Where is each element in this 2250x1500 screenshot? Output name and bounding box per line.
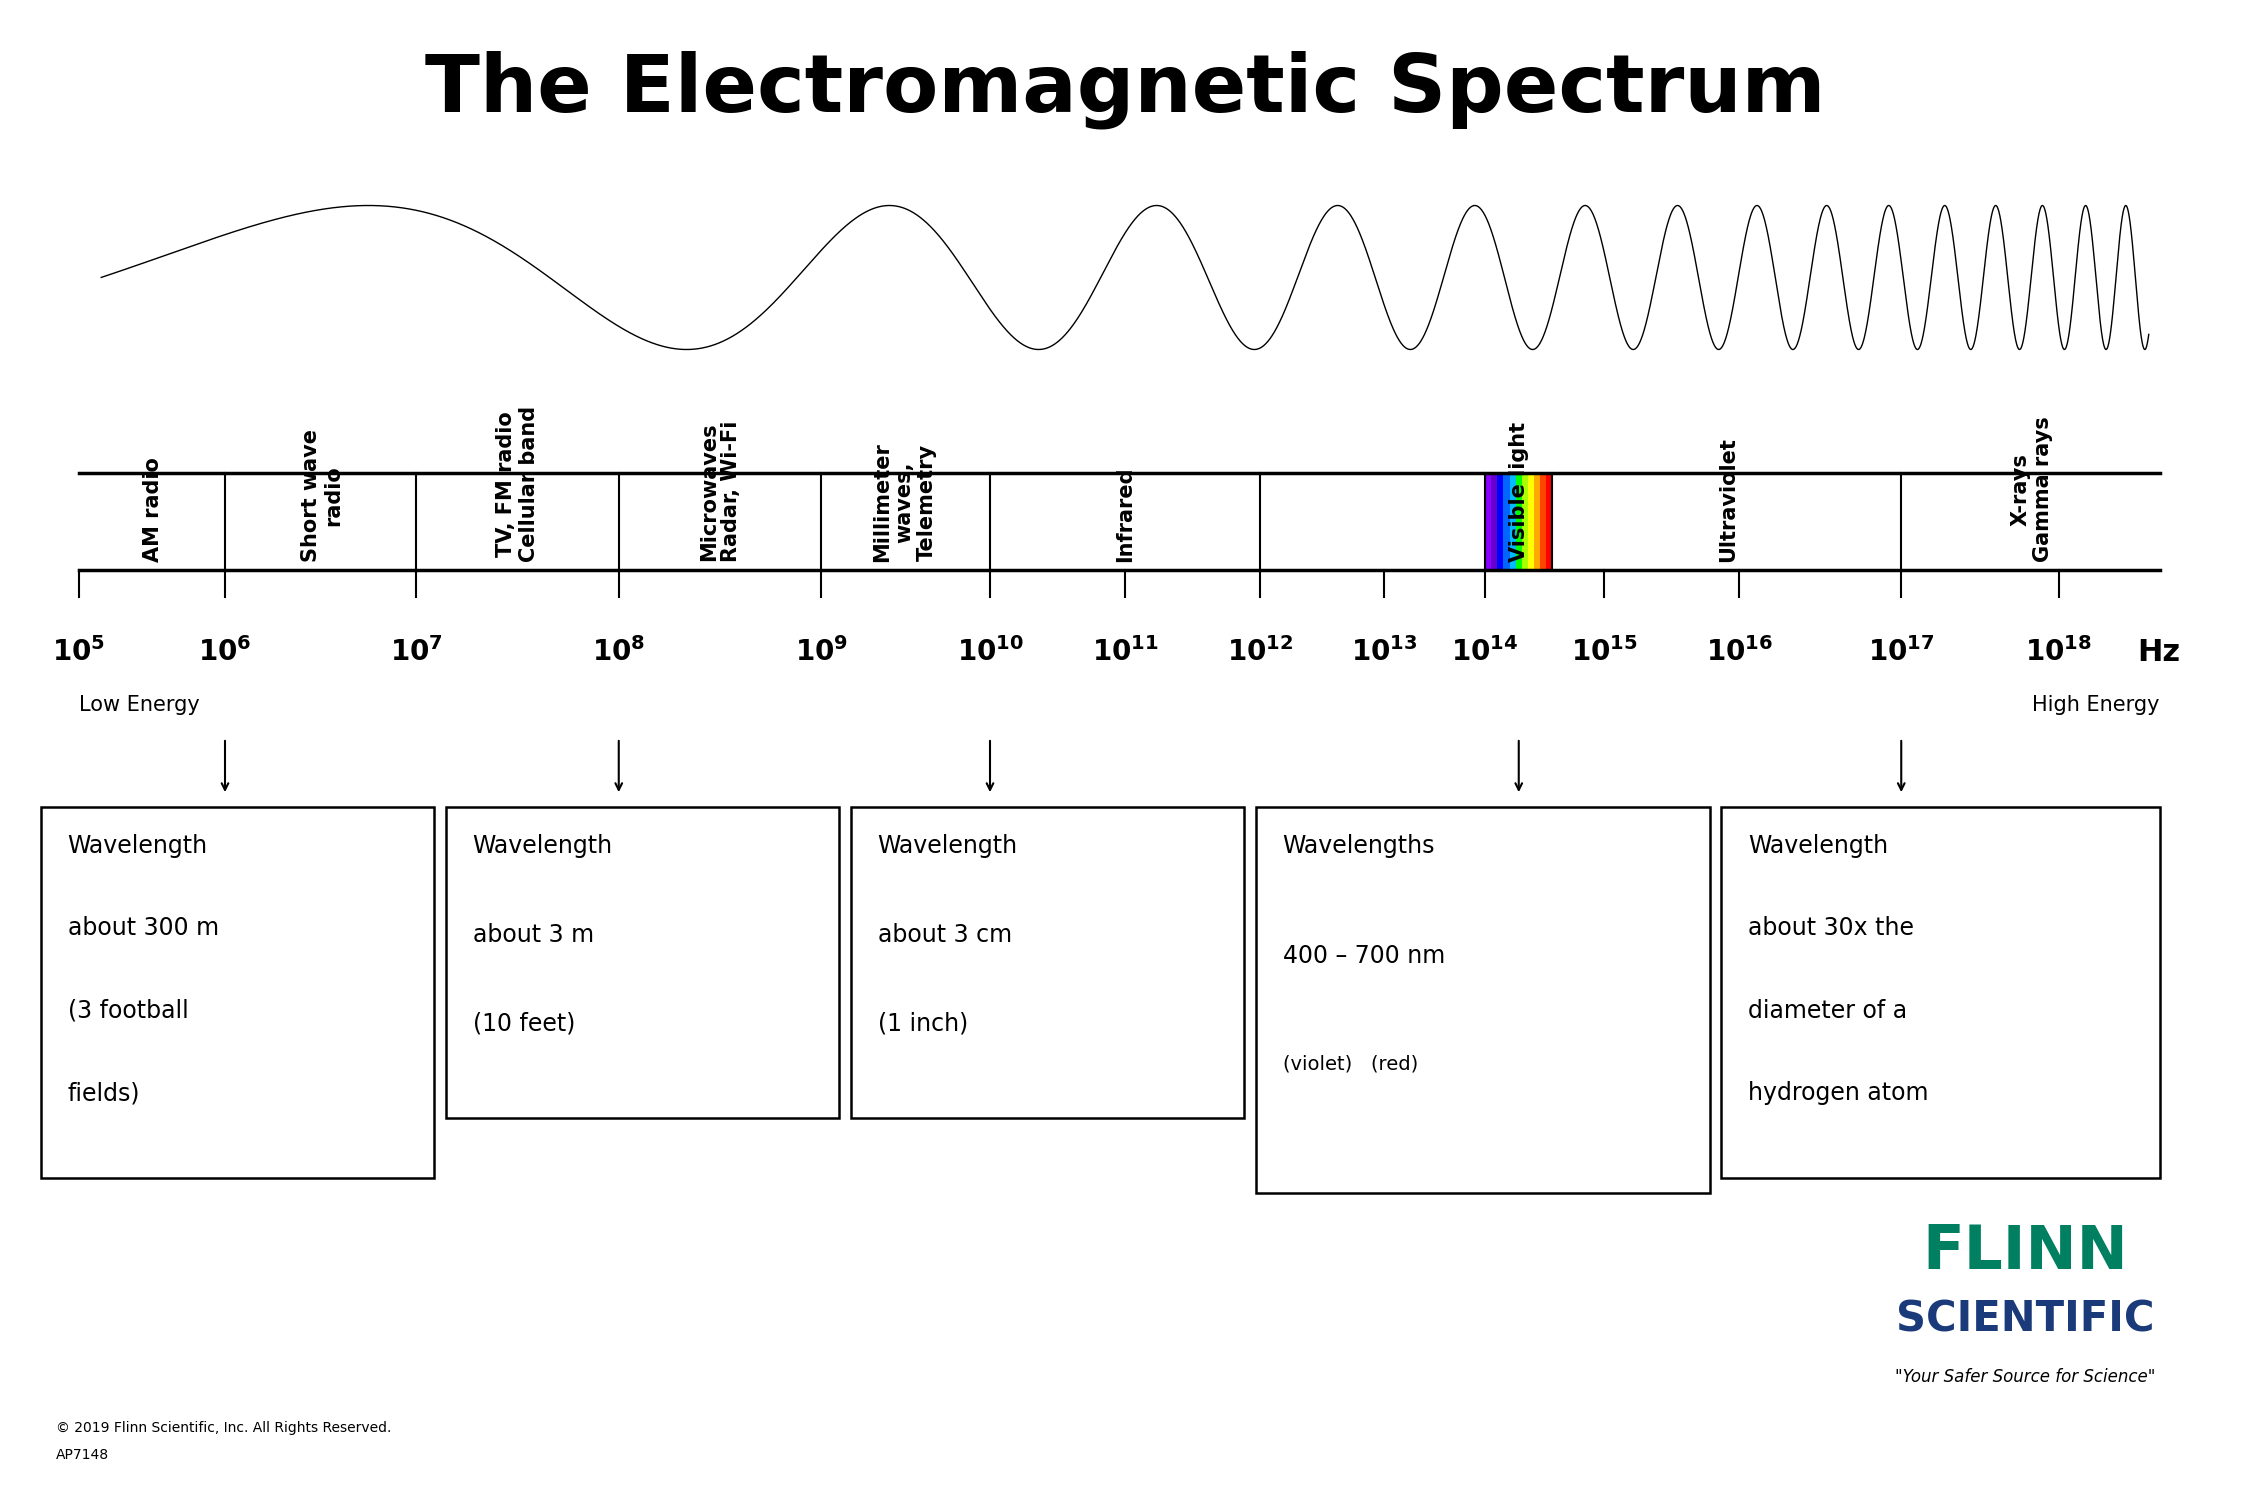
Text: Wavelength: Wavelength [878, 834, 1017, 858]
Text: $\mathbf{10^{18}}$: $\mathbf{10^{18}}$ [2025, 638, 2092, 668]
Text: "Your Safer Source for Science": "Your Safer Source for Science" [1894, 1368, 2156, 1386]
Text: (3 football: (3 football [68, 999, 189, 1023]
Text: $\mathbf{10^{11}}$: $\mathbf{10^{11}}$ [1091, 638, 1159, 668]
Text: Short wave
radio: Short wave radio [302, 429, 342, 562]
Bar [1492, 472, 1496, 570]
Text: $\mathbf{10^{8}}$: $\mathbf{10^{8}}$ [592, 638, 646, 668]
Bar [1721, 807, 2160, 1178]
Text: Visible light: Visible light [1510, 423, 1528, 562]
Text: about 300 m: about 300 m [68, 916, 218, 940]
Text: Wavelength: Wavelength [68, 834, 207, 858]
Text: diameter of a: diameter of a [1748, 999, 1908, 1023]
Text: $\mathbf{10^{12}}$: $\mathbf{10^{12}}$ [1226, 638, 1294, 668]
Text: TV, FM radio
Cellular band: TV, FM radio Cellular band [497, 406, 538, 562]
Text: about 3 cm: about 3 cm [878, 922, 1012, 946]
Bar [1541, 472, 1546, 570]
Text: The Electromagnetic Spectrum: The Electromagnetic Spectrum [425, 51, 1825, 129]
Text: High Energy: High Energy [2032, 694, 2160, 715]
Bar [1510, 472, 1516, 570]
Text: Wavelength: Wavelength [472, 834, 612, 858]
Text: 400 – 700 nm: 400 – 700 nm [1282, 944, 1445, 968]
Text: Low Energy: Low Energy [79, 694, 200, 715]
Text: (10 feet): (10 feet) [472, 1011, 576, 1035]
Bar [40, 807, 434, 1178]
Text: $\mathbf{10^{10}}$: $\mathbf{10^{10}}$ [956, 638, 1024, 668]
Text: FLINN: FLINN [1922, 1222, 2128, 1282]
Text: Microwaves
Radar, Wi-Fi: Microwaves Radar, Wi-Fi [700, 422, 740, 562]
Text: about 3 m: about 3 m [472, 922, 594, 946]
Text: © 2019 Flinn Scientific, Inc. All Rights Reserved.: © 2019 Flinn Scientific, Inc. All Rights… [56, 1420, 392, 1436]
Text: $\mathbf{10^{14}}$: $\mathbf{10^{14}}$ [1451, 638, 1519, 668]
Text: $\mathbf{10^{16}}$: $\mathbf{10^{16}}$ [1706, 638, 1773, 668]
Text: $\mathbf{10^{5}}$: $\mathbf{10^{5}}$ [52, 638, 106, 668]
Bar [1496, 472, 1503, 570]
Text: about 30x the: about 30x the [1748, 916, 1915, 940]
Bar [1485, 472, 1492, 570]
Text: (1 inch): (1 inch) [878, 1011, 968, 1035]
Text: Ultraviolet: Ultraviolet [1719, 438, 1737, 562]
Text: X-rays
Gamma rays: X-rays Gamma rays [2012, 417, 2052, 562]
Bar [1535, 472, 1541, 570]
Text: (violet)   (red): (violet) (red) [1282, 1054, 1418, 1074]
Bar [1546, 472, 1552, 570]
Text: Wavelength: Wavelength [1748, 834, 1888, 858]
Text: $\mathbf{10^{9}}$: $\mathbf{10^{9}}$ [794, 638, 848, 668]
Text: $\mathbf{10^{6}}$: $\mathbf{10^{6}}$ [198, 638, 252, 668]
Bar [446, 807, 839, 1118]
Text: $\mathbf{10^{7}}$: $\mathbf{10^{7}}$ [389, 638, 443, 668]
Text: $\mathbf{10^{15}}$: $\mathbf{10^{15}}$ [1570, 638, 1638, 668]
Text: Hz: Hz [2138, 638, 2180, 668]
Bar [1528, 472, 1534, 570]
Text: Wavelengths: Wavelengths [1282, 834, 1436, 858]
Bar [1256, 807, 1710, 1192]
Bar [79, 472, 2160, 570]
Text: $\mathbf{10^{13}}$: $\mathbf{10^{13}}$ [1350, 638, 1418, 668]
Text: fields): fields) [68, 1082, 140, 1106]
Text: AP7148: AP7148 [56, 1448, 110, 1462]
Text: SCIENTIFIC: SCIENTIFIC [1897, 1299, 2153, 1341]
Text: $\mathbf{10^{17}}$: $\mathbf{10^{17}}$ [1868, 638, 1935, 668]
Text: AM radio: AM radio [144, 458, 162, 562]
Bar [850, 807, 1244, 1118]
Bar [1516, 472, 1521, 570]
Text: hydrogen atom: hydrogen atom [1748, 1082, 1928, 1106]
Text: Millimeter
waves,
Telemetry: Millimeter waves, Telemetry [873, 442, 936, 562]
Text: Infrared: Infrared [1116, 466, 1134, 562]
Bar [1521, 472, 1528, 570]
Bar [1503, 472, 1510, 570]
